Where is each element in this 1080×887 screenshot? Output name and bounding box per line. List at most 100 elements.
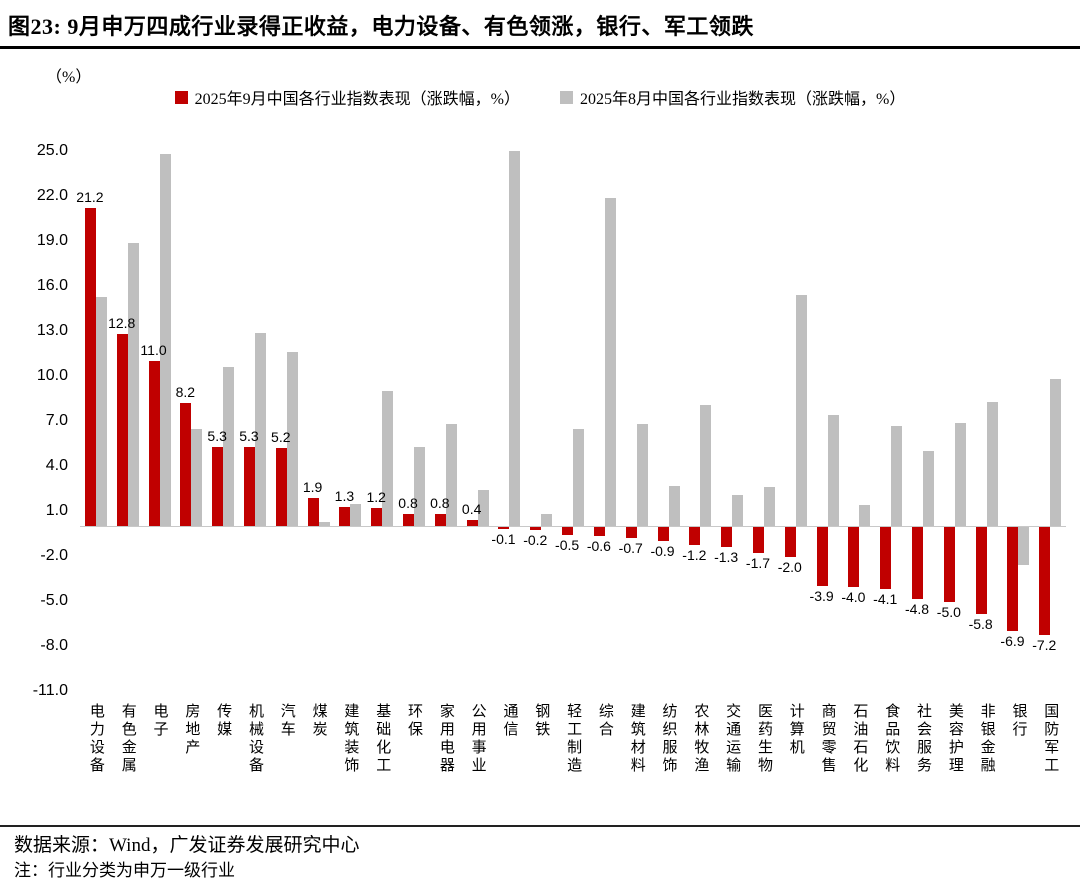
data-label: 1.2 [366, 489, 386, 505]
x-axis-label: 纺织服饰 [660, 703, 677, 775]
x-axis-line [80, 526, 1066, 527]
bar-group: -4.1 食品饮料 [873, 151, 907, 811]
data-label: 8.2 [175, 384, 196, 400]
bar-group: 5.3 传媒 [207, 151, 239, 811]
data-label: -1.2 [682, 547, 707, 563]
x-axis-label: 环保 [406, 703, 423, 739]
data-label: -4.8 [904, 601, 930, 617]
bar-september [148, 361, 160, 526]
bar-group: 0.8 家用电器 [430, 151, 462, 811]
bar-group: -3.9 商贸零售 [810, 151, 844, 811]
data-label: -5.8 [968, 616, 993, 632]
bar-september [434, 514, 446, 526]
x-axis-label: 家用电器 [437, 703, 454, 775]
data-label: 5.3 [239, 427, 259, 444]
chart-header: 图23: 9月申万四成行业录得正收益，电力设备、有色领涨，银行、军工领跌 [0, 0, 1080, 49]
legend-label-september: 2025年9月中国各行业指数表现（涨跌幅，%） [194, 91, 520, 108]
bar-group: -4.8 社会服务 [905, 151, 939, 811]
data-label: -7.2 [1032, 637, 1057, 653]
bar-september [562, 527, 574, 535]
bar-august [1050, 379, 1062, 526]
x-axis-label: 房地产 [183, 703, 200, 757]
bar-august [668, 485, 680, 526]
bar-group: 1.2 基础化工 [366, 151, 398, 811]
bar-group: 1.9 煤炭 [303, 151, 335, 811]
data-label: 5.2 [271, 429, 291, 445]
legend-item-august: 2025年8月中国各行业指数表现（涨跌幅，%） [560, 85, 905, 109]
y-tick-label: 7.0 [45, 412, 68, 429]
x-axis-label: 美容护理 [946, 703, 963, 775]
data-label: 21.2 [76, 189, 104, 205]
y-tick-label: 10.0 [36, 367, 68, 384]
bar-group: 21.2 电力设备 [76, 151, 112, 811]
data-label: -0.5 [555, 536, 580, 553]
data-label: -5.0 [936, 604, 961, 620]
bar-september [912, 527, 924, 599]
y-tick-label: -2.0 [40, 547, 68, 564]
bar-august [604, 197, 616, 526]
bar-august [1018, 527, 1030, 565]
data-label: 1.9 [302, 478, 323, 495]
data-label: 12.8 [108, 315, 136, 331]
data-label: 1.3 [334, 487, 355, 504]
bar-august [795, 295, 807, 526]
bar-august [477, 490, 489, 526]
bar-group: -6.9 银行 [1000, 151, 1035, 811]
x-axis-label: 公用事业 [469, 703, 486, 775]
legend-swatch-august [560, 90, 573, 104]
x-axis-label: 非银金融 [978, 703, 995, 775]
x-axis-label: 计算机 [787, 703, 804, 757]
bar-august [541, 514, 553, 526]
data-label: -4.0 [841, 589, 866, 605]
data-label: 0.4 [461, 501, 482, 517]
x-axis-label: 交通运输 [724, 703, 741, 775]
bar-august [223, 367, 235, 526]
bar-august [159, 154, 171, 526]
x-axis-label: 基础化工 [374, 703, 391, 775]
x-axis-label: 有色金属 [119, 703, 136, 775]
bar-group: -0.1 通信 [491, 151, 526, 811]
bar-august [509, 151, 521, 526]
bar-group: -0.6 综合 [587, 151, 621, 811]
bar-group: 0.8 环保 [398, 151, 430, 811]
bar-september [530, 527, 542, 530]
bar-group: -5.0 美容护理 [937, 151, 971, 811]
bar-september [275, 448, 287, 526]
bar-august [382, 391, 394, 526]
legend-label-august: 2025年8月中国各行业指数表现（涨跌幅，%） [580, 91, 906, 108]
x-axis-label: 综合 [596, 703, 613, 739]
bar-september [498, 527, 510, 529]
bar-august [191, 428, 203, 526]
bar-august [445, 424, 457, 526]
data-label: -1.7 [745, 554, 771, 571]
bar-group: 5.2 汽车 [271, 151, 303, 811]
y-tick-label: 16.0 [36, 277, 68, 294]
y-tick-label: -5.0 [40, 592, 68, 609]
bar-august [763, 487, 775, 526]
data-label: -0.2 [523, 532, 548, 548]
chart-footer: 数据来源：Wind，广发证券发展研究中心 注：行业分类为申万一级行业 [0, 825, 1080, 883]
x-axis-label: 轻工制造 [565, 703, 582, 775]
x-axis-label: 汽车 [278, 703, 295, 739]
bar-august [127, 242, 139, 526]
bar-chart: 25.0 22.0 19.0 16.0 13.0 10.0 7.0 4.0 1.0 -2.0 -5.… [0, 142, 1080, 811]
bar-august [891, 425, 903, 526]
bar-september [816, 527, 828, 586]
bar-group: 1.3 建筑装饰 [335, 151, 367, 811]
bar-group: -4.0 石油石化 [841, 151, 876, 811]
bar-august [636, 424, 648, 526]
plot-area: 21.2 电力设备 12.8 有色金属 11.0 电子 8.2 房地产 5.3 传媒 5.3 机械设备… [76, 151, 1066, 811]
bar-september [975, 527, 987, 614]
y-tick-label: 22.0 [36, 187, 68, 204]
bar-august [350, 503, 362, 526]
bar-august [700, 404, 712, 526]
chart-title: 图23: 9月申万四成行业录得正收益，电力设备、有色领涨，银行、军工领跌 [8, 14, 754, 39]
bar-september [1039, 527, 1051, 635]
y-tick-label: -8.0 [40, 637, 68, 654]
x-axis-label: 钢铁 [533, 703, 550, 739]
bar-group: 0.4 公用事业 [462, 151, 494, 811]
bar-group: 5.3 机械设备 [239, 151, 271, 811]
y-tick-label: -11.0 [32, 682, 68, 699]
bar-group: -0.7 建筑材料 [619, 151, 653, 811]
